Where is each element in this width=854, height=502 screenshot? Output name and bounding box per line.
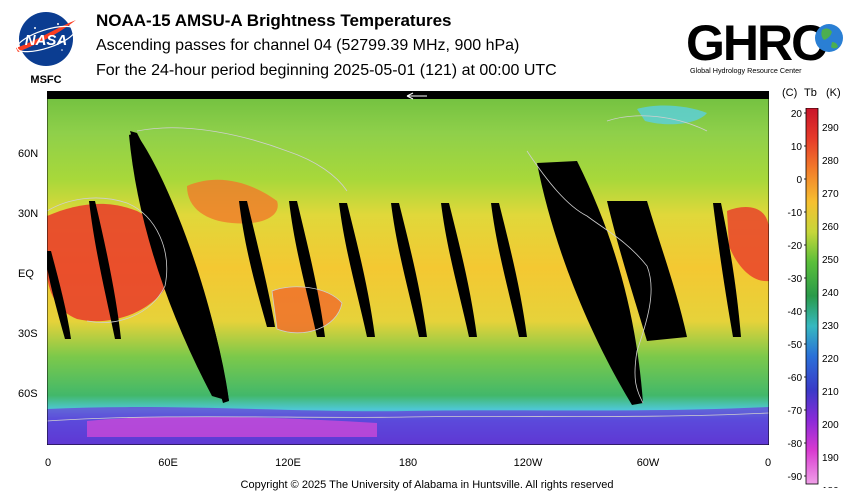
subtitle-channel: Ascending passes for channel 04 (52799.3…	[96, 37, 520, 54]
lat-label-60n: 60N	[18, 148, 39, 160]
colorbar-kelvin-tick: 180	[822, 486, 839, 488]
orbit-gap	[47, 251, 71, 339]
orbit-gap	[491, 203, 527, 337]
lon-label-0-east: 0	[764, 457, 772, 469]
lat-label-30n: 30N	[18, 208, 39, 220]
colorbar-kelvin-tick: 290	[822, 123, 839, 134]
colorbar-celsius-tick: -70	[788, 406, 803, 417]
colorbar-kelvin-tick: 260	[822, 222, 839, 233]
pass-direction-arrow-icon	[406, 92, 427, 100]
lon-label-120w: 120W	[513, 457, 543, 469]
ghrc-logo-label: Global Hydrology Resource Center	[690, 66, 802, 75]
orbit-gap	[89, 201, 121, 339]
colorbar-kelvin-tick: 220	[822, 354, 839, 365]
orbit-gap	[441, 203, 477, 337]
ghrc-logo: GHRC Global Hydrology Resource Center	[686, 15, 843, 75]
colorbar-celsius-tick: 20	[791, 109, 803, 120]
colorbar-header-kelvin: (K)	[826, 87, 841, 99]
subtitle-period: For the 24-hour period beginning 2025-05…	[96, 62, 557, 79]
orbit-gap-wide	[129, 133, 229, 401]
colorbar-celsius-tick: -20	[788, 241, 803, 252]
hot-region-africa-east	[727, 207, 769, 282]
brightness-temperature-map	[47, 91, 769, 445]
colorbar-celsius-tick: -60	[788, 373, 803, 384]
lat-label-60s: 60S	[18, 388, 38, 400]
colorbar-header-celsius: (C)	[782, 87, 798, 99]
colorbar-celsius-tick: 0	[796, 175, 802, 186]
temperature-colorbar: 20 10 0 -10 -20 -30 -40 -50 -60 -70 -80 -90 290 280 27…	[788, 108, 839, 488]
colorbar-celsius-tick: -90	[788, 472, 803, 483]
colorbar-celsius-tick: -40	[788, 307, 803, 318]
nasa-logo-text: NASA	[25, 32, 68, 49]
orbit-gap-wide	[537, 161, 643, 405]
nasa-logo: NASA MSFC	[16, 12, 76, 86]
orbit-gap	[339, 203, 375, 337]
orbit-gap	[239, 201, 275, 327]
orbit-gap	[607, 201, 687, 341]
colorbar-kelvin-tick: 240	[822, 288, 839, 299]
colorbar-kelvin-tick: 270	[822, 189, 839, 200]
page-title: NOAA-15 AMSU-A Brightness Temperatures	[96, 11, 452, 30]
colorbar-kelvin-tick: 210	[822, 387, 839, 398]
colorbar-celsius-tick: -80	[788, 439, 803, 450]
orbit-gap	[713, 203, 741, 337]
orbit-gap	[391, 203, 427, 337]
lat-label-eq: EQ	[18, 268, 34, 280]
lon-label-0: 0	[44, 457, 52, 469]
hot-region-africa	[47, 203, 171, 322]
colorbar-kelvin-tick: 200	[822, 420, 839, 431]
copyright-notice: Copyright © 2025 The University of Alaba…	[240, 479, 614, 491]
lon-label-120e: 120E	[275, 457, 301, 469]
colorbar-celsius-tick: -30	[788, 274, 803, 285]
colorbar-kelvin-tick: 250	[822, 255, 839, 266]
colorbar-celsius-tick: -50	[788, 340, 803, 351]
colorbar-kelvin-tick: 190	[822, 453, 839, 464]
lat-label-30s: 30S	[18, 328, 38, 340]
lon-label-180: 180	[398, 457, 418, 469]
lon-label-60w: 60W	[636, 457, 660, 469]
colorbar-celsius-tick: -10	[788, 208, 803, 219]
hot-region-australia	[272, 286, 342, 333]
colorbar-header-tb: Tb	[804, 87, 817, 99]
colorbar-kelvin-tick: 280	[822, 156, 839, 167]
lon-label-60e: 60E	[158, 457, 178, 469]
warm-region-asia	[187, 179, 278, 224]
orbit-gap	[289, 201, 325, 337]
nasa-logo-label: MSFC	[30, 74, 61, 86]
colorbar-gradient	[805, 108, 819, 485]
colorbar-celsius-tick: 10	[791, 142, 803, 153]
ghrc-logo-text: GHRC	[686, 15, 826, 71]
cold-region-greenland	[637, 105, 707, 125]
colorbar-kelvin-tick: 230	[822, 321, 839, 332]
coastlines	[47, 115, 769, 422]
coldest-region-antarctica	[87, 416, 377, 437]
